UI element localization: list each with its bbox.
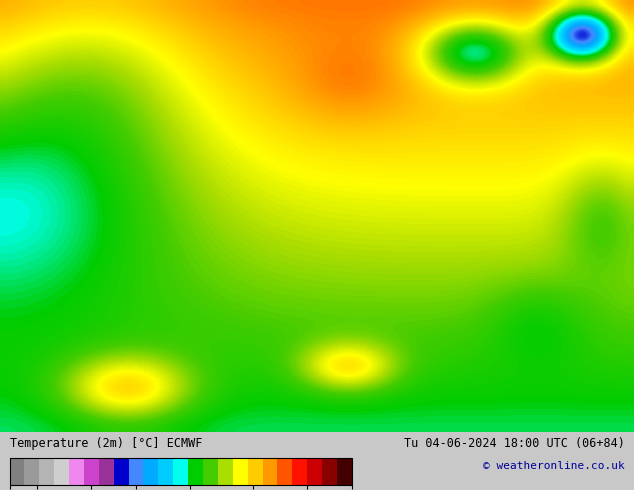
- Text: © weatheronline.co.uk: © weatheronline.co.uk: [482, 461, 624, 471]
- Text: Tu 04-06-2024 18:00 UTC (06+84): Tu 04-06-2024 18:00 UTC (06+84): [404, 437, 624, 450]
- Text: Temperature (2m) [°C] ECMWF: Temperature (2m) [°C] ECMWF: [10, 437, 202, 450]
